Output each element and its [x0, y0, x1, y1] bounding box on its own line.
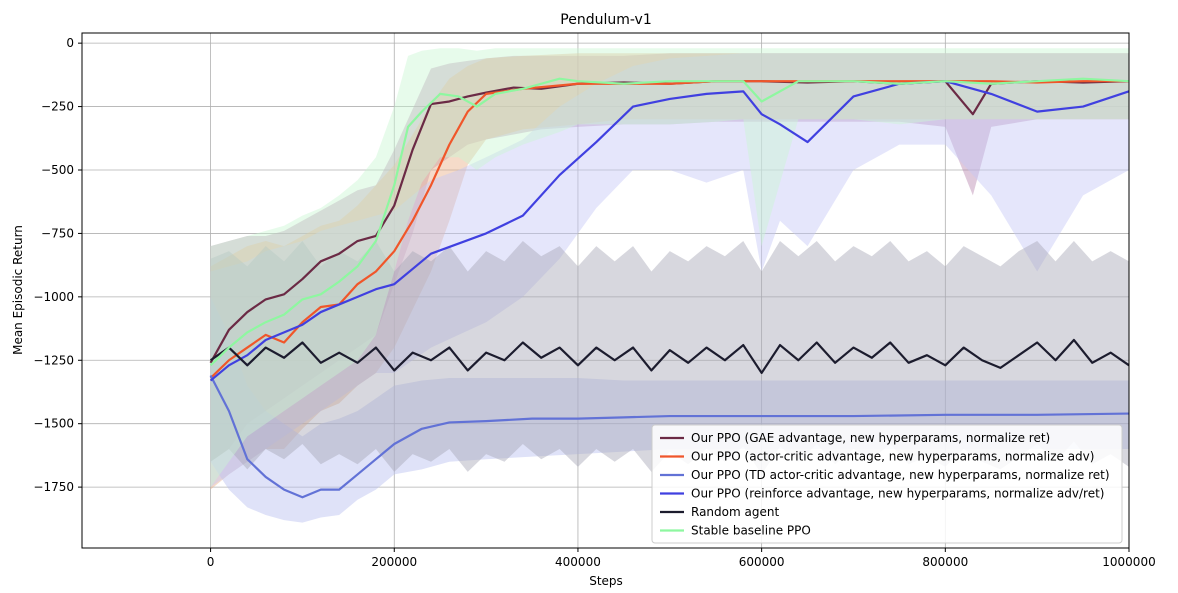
x-tick-label: 1000000	[1102, 555, 1155, 569]
legend-entry: Our PPO (GAE advantage, new hyperparams,…	[691, 431, 1050, 445]
x-tick-label: 600000	[739, 555, 785, 569]
legend-entry: Stable baseline PPO	[691, 524, 811, 538]
y-tick-label: −1250	[33, 353, 74, 367]
y-tick-label: 0	[66, 36, 74, 50]
y-tick-label: −1750	[33, 480, 74, 494]
y-tick-label: −1500	[33, 417, 74, 431]
band-series-3	[210, 53, 1129, 488]
legend-entry: Our PPO (TD actor-critic advantage, new …	[691, 468, 1110, 482]
series-lines	[209, 77, 1130, 499]
legend-entry: Our PPO (reinforce advantage, new hyperp…	[691, 487, 1104, 501]
line-series-2	[209, 374, 1130, 499]
band-series-5	[210, 48, 1129, 488]
line-series-4	[209, 338, 1130, 375]
x-axis-label: Steps	[589, 574, 623, 588]
grid-lines	[82, 33, 1130, 548]
x-tick-label: 0	[207, 555, 215, 569]
y-tick-label: −1000	[33, 290, 74, 304]
y-tick-label: −750	[41, 226, 74, 240]
y-axis-label: Mean Episodic Return	[11, 225, 25, 355]
chart-title: Pendulum-v1	[560, 12, 651, 28]
legend-entry: Our PPO (actor-critic advantage, new hyp…	[691, 450, 1094, 464]
band-series-2	[210, 296, 1129, 523]
legend: Our PPO (GAE advantage, new hyperparams,…	[651, 424, 1123, 544]
x-tick-label: 400000	[555, 555, 601, 569]
x-axis: 0 200000 400000 600000 800000 1000000	[207, 548, 1156, 569]
legend-box	[651, 424, 1123, 544]
y-tick-label: −500	[41, 163, 74, 177]
legend-entry: Random agent	[691, 505, 779, 519]
band-series-0	[210, 53, 1129, 462]
y-tick-label: −250	[41, 100, 74, 114]
y-axis: 0 −250 −500 −750 −1000 −1250 −1500 −1750	[33, 36, 82, 494]
x-tick-label: 800000	[922, 555, 968, 569]
plot-area-frame	[81, 32, 1130, 549]
line-series-3	[209, 80, 1130, 382]
x-tick-label: 200000	[371, 555, 417, 569]
line-series-5	[209, 77, 1130, 367]
